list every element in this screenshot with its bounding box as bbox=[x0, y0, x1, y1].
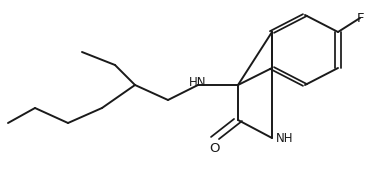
Text: O: O bbox=[210, 141, 220, 155]
Text: NH: NH bbox=[276, 132, 294, 144]
Text: F: F bbox=[356, 11, 364, 25]
Text: HN: HN bbox=[189, 76, 207, 89]
